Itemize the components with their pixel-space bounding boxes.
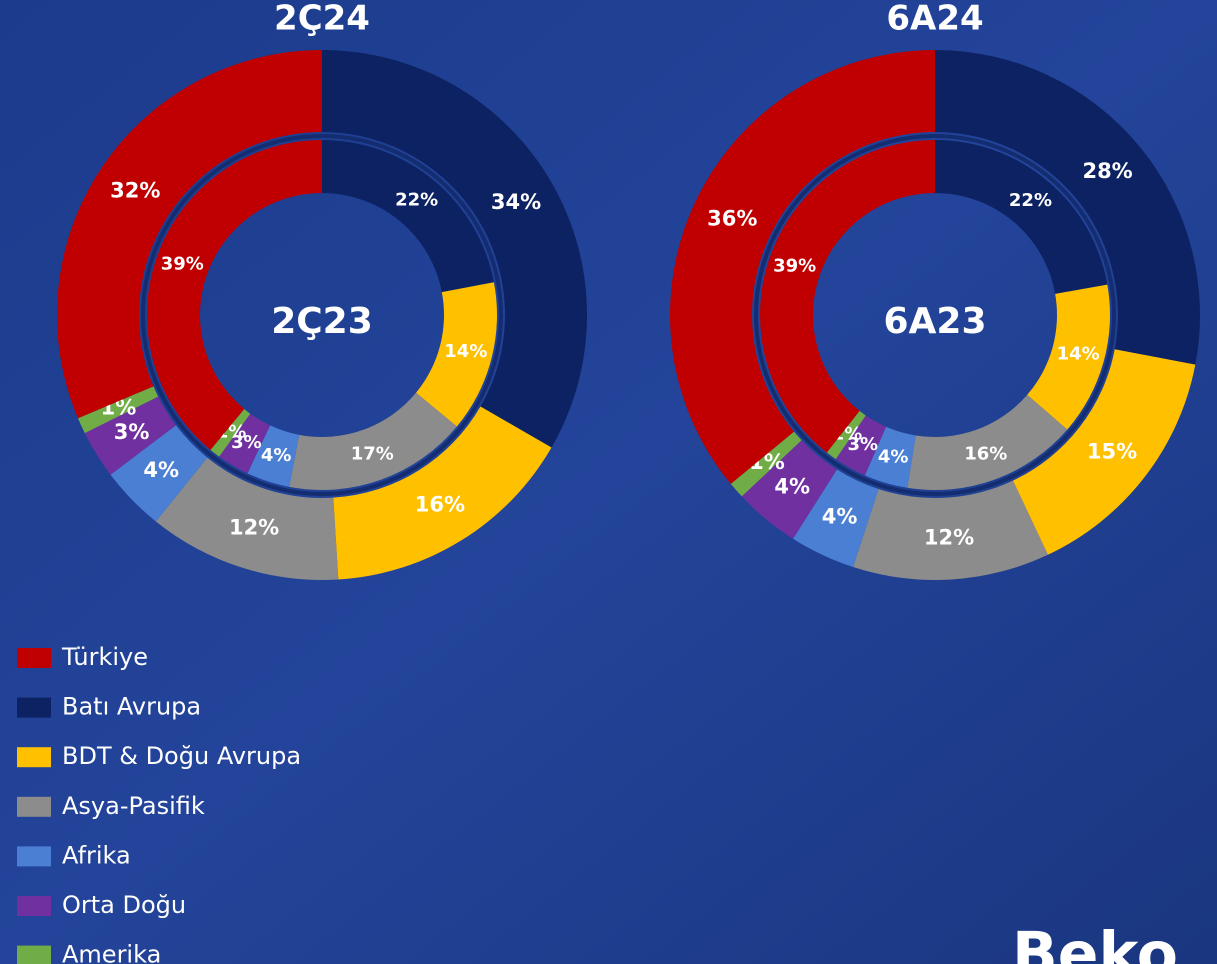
data-label: 36% [707,207,757,231]
data-label: 16% [415,492,465,516]
legend-swatch [17,896,51,916]
legend-swatch [17,797,51,817]
legend-swatch [17,946,51,964]
data-label: 39% [773,255,816,276]
data-label: 15% [1087,439,1137,463]
center-label: 2Ç23 [271,301,373,342]
chart-title: 2Ç24 [274,0,370,39]
data-label: 16% [964,444,1007,465]
legend-label: BDT & Doğu Avrupa [62,742,301,770]
data-label: 3% [114,420,150,444]
brand-logo: Beko [1012,920,1178,964]
legend-label: Orta Doğu [62,891,186,919]
data-label: 34% [491,190,541,214]
data-label: 28% [1082,159,1132,183]
data-label: 14% [1057,344,1100,365]
legend-label: Amerika [62,941,161,964]
legend-label: Batı Avrupa [62,693,201,721]
data-label: 12% [229,515,279,539]
data-label: 14% [444,341,487,362]
data-label: 17% [351,444,394,465]
legend-swatch [17,648,51,668]
data-label: 4% [774,475,810,499]
data-label: 4% [878,446,909,467]
data-label: 32% [110,178,160,202]
center-label: 6A23 [883,301,986,342]
legend-label: Asya-Pasifik [62,792,205,820]
data-label: 4% [822,505,858,529]
data-label: 4% [261,445,292,466]
legend-swatch [17,747,51,767]
data-label: 4% [143,458,179,482]
chart-title: 6A24 [886,0,983,39]
legend-swatch [17,846,51,866]
page: Beko 2Ç2434%16%12%4%3%1%32%22%14%17%4%3%… [0,0,1217,964]
legend-label: Türkiye [61,643,148,671]
data-label: 39% [161,254,204,275]
data-label: 12% [924,526,974,550]
legend-swatch [17,698,51,718]
data-label: 22% [395,190,438,211]
chart: Beko 2Ç2434%16%12%4%3%1%32%22%14%17%4%3%… [0,0,1217,964]
data-label: 22% [1009,190,1052,211]
legend-label: Afrika [62,841,131,869]
